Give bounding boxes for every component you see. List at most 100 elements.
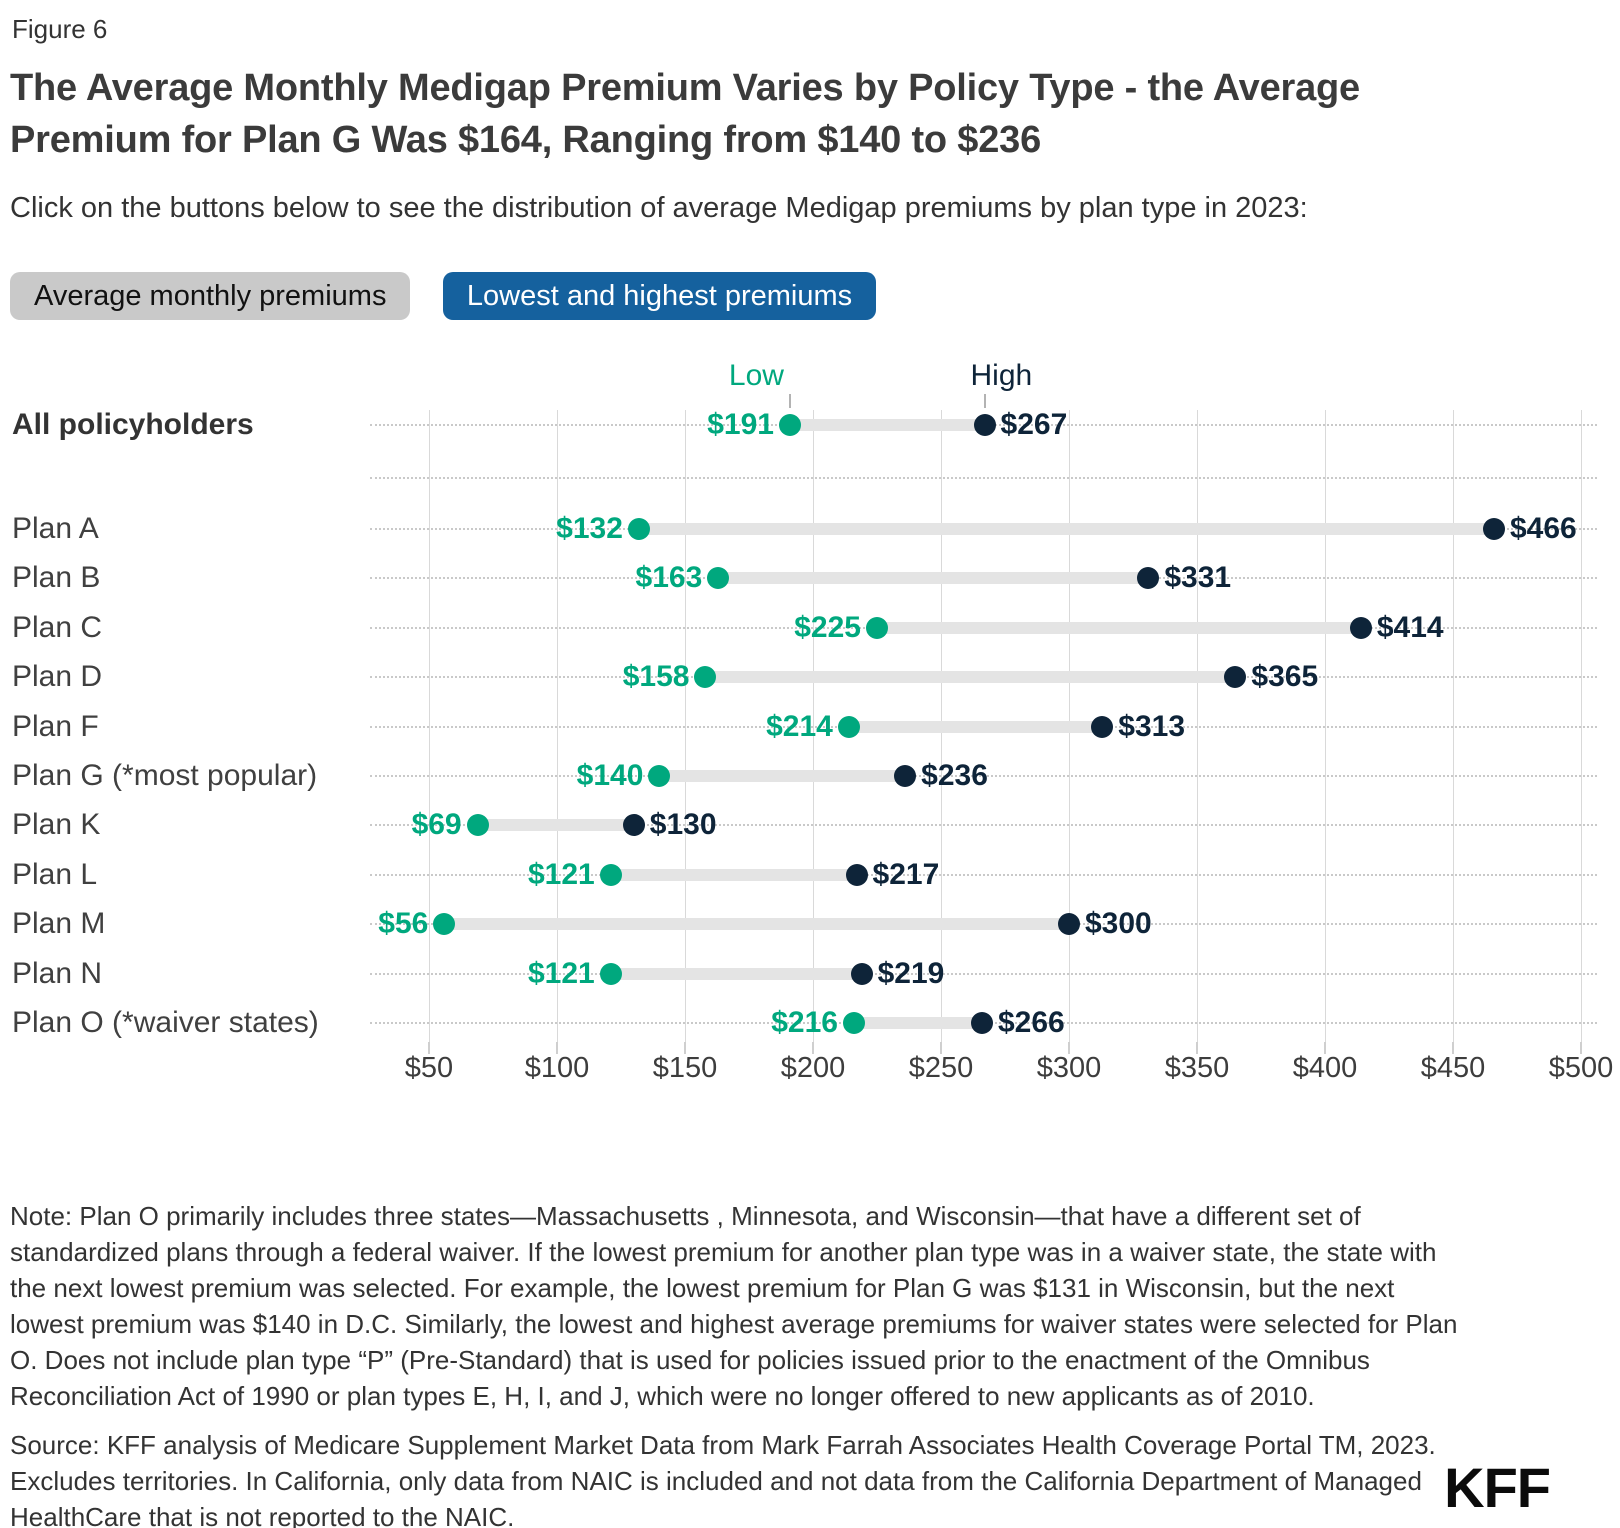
x-axis-tick-label: $50 (404, 1052, 454, 1084)
low-value-label: $140 (576, 759, 644, 792)
low-value-label: $214 (766, 709, 833, 743)
high-value-label: $219 (877, 956, 945, 990)
low-value-dot (648, 765, 671, 787)
high-value-dot (1482, 518, 1505, 540)
high-value-dot (1058, 913, 1080, 936)
high-value-dot (894, 765, 917, 787)
low-value-label: $163 (635, 561, 703, 595)
note-text: Note: Plan O primarily includes three st… (10, 1201, 1458, 1411)
x-axis-tick-label: $500 (1548, 1052, 1614, 1084)
range-connector-bar (705, 671, 1236, 684)
category-label: All policyholders (12, 408, 254, 441)
low-value-label: $191 (707, 408, 774, 441)
row-leader-line (370, 477, 1597, 479)
category-label: Plan L (12, 857, 98, 891)
axis-tick (940, 1042, 942, 1054)
footnotes: Note: Plan O primarily includes three st… (10, 1198, 1470, 1528)
high-value-label: $236 (921, 759, 988, 792)
axis-tick (812, 1042, 814, 1054)
low-value-dot (466, 814, 489, 837)
range-connector-bar (848, 720, 1103, 733)
axis-tick (428, 1042, 430, 1054)
high-value-label: $466 (1509, 512, 1577, 545)
range-connector-bar (638, 523, 1494, 535)
axis-tick (684, 1042, 686, 1054)
high-value-dot (850, 962, 873, 985)
low-value-label: $121 (528, 857, 595, 891)
low-value-dot (599, 962, 622, 985)
axis-tick (1196, 1042, 1198, 1054)
source-text: Source: KFF analysis of Medicare Supplem… (10, 1430, 1436, 1528)
high-value-label: $217 (872, 857, 940, 891)
high-value-label: $130 (649, 808, 717, 842)
range-connector-bar (789, 419, 985, 431)
high-value-dot (973, 414, 996, 436)
x-axis-tick-label: $100 (524, 1052, 590, 1084)
row-leader-line (370, 824, 1597, 827)
category-label: Plan M (12, 907, 106, 941)
category-label: Plan G (*most popular) (12, 759, 318, 792)
low-value-label: $56 (378, 907, 429, 941)
low-value-label: $132 (556, 512, 623, 545)
high-value-dot (1349, 616, 1372, 639)
range-connector-bar (659, 770, 906, 782)
low-value-dot (694, 666, 717, 689)
category-label: Plan K (12, 808, 101, 842)
high-value-dot (1091, 715, 1114, 738)
category-label: Plan O (*waiver states) (12, 1006, 319, 1039)
view-toggle-buttons: Average monthly premiums Lowest and high… (10, 272, 904, 320)
low-value-dot (707, 567, 730, 590)
category-label: Plan D (12, 660, 103, 694)
category-label: Plan C (12, 610, 103, 644)
range-connector-bar (444, 918, 1069, 931)
x-axis-tick-label: $150 (652, 1052, 718, 1084)
low-value-label: $69 (411, 808, 462, 842)
range-connector-bar (853, 1017, 982, 1029)
range-connector-bar (610, 967, 862, 980)
high-value-dot (845, 863, 868, 886)
row-leader-line (370, 775, 1597, 777)
low-value-dot (837, 715, 860, 738)
high-value-dot (970, 1012, 993, 1034)
high-value-dot (1224, 666, 1247, 689)
low-value-dot (433, 913, 456, 936)
legend-high-label: High (970, 359, 1033, 392)
x-axis-tick-label: $200 (780, 1052, 846, 1084)
high-value-label: $414 (1376, 610, 1444, 644)
axis-tick (1452, 1042, 1454, 1054)
average-premiums-button[interactable]: Average monthly premiums (10, 272, 411, 320)
range-connector-bar (610, 868, 857, 881)
x-axis-tick-label: $350 (1164, 1052, 1230, 1084)
low-value-dot (778, 414, 801, 436)
range-connector-bar (877, 621, 1361, 634)
row-leader-line (370, 873, 1597, 876)
x-axis-tick-label: $450 (1420, 1052, 1486, 1084)
range-connector-bar (718, 572, 1149, 585)
legend-low-label: Low (728, 359, 784, 392)
axis-tick (1068, 1042, 1070, 1054)
low-value-dot (599, 863, 622, 886)
x-axis-tick-label: $250 (908, 1052, 974, 1084)
high-value-label: $313 (1118, 709, 1186, 743)
dumbbell-chart: Low High $50 $100 $150 $200 $250 $300 $350 $400… (0, 360, 1620, 1105)
x-axis-tick-label: $300 (1036, 1052, 1102, 1084)
kff-logo: KFF (1444, 1456, 1551, 1519)
category-label: Plan B (12, 561, 101, 595)
chart-title: The Average Monthly Medigap Premium Vari… (10, 67, 1360, 161)
x-axis-tick-label: $400 (1292, 1052, 1358, 1084)
chart-subtitle: Click on the buttons below to see the di… (10, 192, 1308, 224)
low-pointer-tick (788, 394, 791, 408)
high-value-label: $365 (1251, 660, 1319, 694)
low-value-label: $158 (622, 660, 690, 694)
high-value-label: $267 (1000, 408, 1068, 441)
high-value-label: $266 (997, 1006, 1065, 1039)
low-value-label: $121 (528, 956, 595, 990)
figure-number: Figure 6 (12, 14, 108, 44)
low-value-dot (866, 616, 888, 639)
category-label: Plan N (12, 956, 103, 990)
low-value-label: $216 (771, 1006, 838, 1039)
low-value-dot (842, 1012, 865, 1034)
lowest-highest-premiums-button[interactable]: Lowest and highest premiums (442, 272, 877, 320)
range-connector-bar (477, 819, 634, 832)
high-value-dot (622, 814, 645, 837)
